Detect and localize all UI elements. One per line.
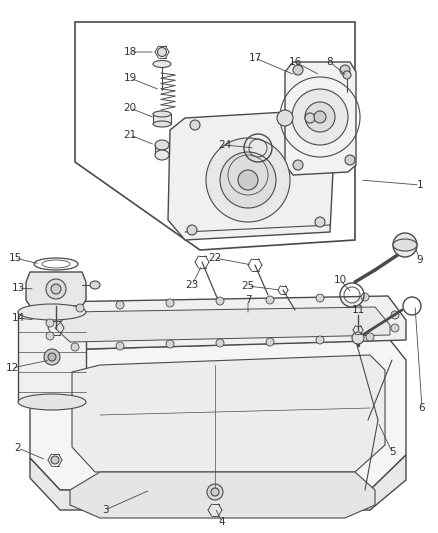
Text: 16: 16 (288, 57, 302, 67)
Ellipse shape (153, 111, 171, 117)
Text: 6: 6 (419, 403, 425, 413)
Circle shape (361, 293, 369, 301)
Circle shape (277, 110, 293, 126)
Circle shape (211, 488, 219, 496)
Circle shape (76, 304, 84, 312)
Text: 3: 3 (102, 505, 108, 515)
Text: 23: 23 (185, 280, 198, 290)
Polygon shape (72, 355, 385, 472)
Circle shape (158, 47, 166, 56)
Polygon shape (285, 62, 356, 175)
Text: 25: 25 (241, 281, 254, 291)
Polygon shape (75, 22, 355, 250)
Circle shape (292, 89, 348, 145)
Ellipse shape (153, 61, 171, 68)
Text: 21: 21 (124, 130, 137, 140)
Circle shape (314, 111, 326, 123)
Text: 17: 17 (248, 53, 261, 63)
Text: 7: 7 (245, 295, 251, 305)
Text: 22: 22 (208, 253, 222, 263)
Circle shape (293, 65, 303, 75)
Ellipse shape (18, 304, 86, 320)
Text: 12: 12 (5, 363, 19, 373)
Circle shape (266, 338, 274, 346)
Text: 18: 18 (124, 47, 137, 57)
Circle shape (216, 339, 224, 347)
Polygon shape (26, 272, 86, 306)
Polygon shape (30, 340, 406, 490)
Circle shape (46, 332, 54, 340)
Circle shape (366, 333, 374, 341)
Circle shape (305, 102, 335, 132)
Text: 9: 9 (417, 255, 423, 265)
Circle shape (166, 340, 174, 348)
Circle shape (266, 296, 274, 304)
Circle shape (48, 353, 56, 361)
Circle shape (207, 484, 223, 500)
Circle shape (238, 170, 258, 190)
Circle shape (51, 456, 59, 464)
Circle shape (46, 279, 66, 299)
Circle shape (51, 284, 61, 294)
Text: 20: 20 (124, 103, 137, 113)
Circle shape (391, 324, 399, 332)
Polygon shape (70, 472, 375, 518)
Ellipse shape (90, 281, 100, 289)
Circle shape (216, 297, 224, 305)
Ellipse shape (18, 394, 86, 410)
Ellipse shape (155, 150, 169, 160)
Circle shape (187, 225, 197, 235)
Circle shape (345, 155, 355, 165)
Text: 1: 1 (417, 180, 423, 190)
Text: 5: 5 (389, 447, 396, 457)
Circle shape (190, 120, 200, 130)
Polygon shape (18, 312, 86, 402)
Polygon shape (168, 110, 335, 240)
Circle shape (71, 343, 79, 351)
Circle shape (116, 342, 124, 350)
Text: 24: 24 (219, 140, 232, 150)
Circle shape (316, 336, 324, 344)
Circle shape (116, 301, 124, 309)
Circle shape (316, 294, 324, 302)
Circle shape (393, 233, 417, 257)
Text: 8: 8 (327, 57, 333, 67)
Ellipse shape (155, 140, 169, 150)
Ellipse shape (153, 121, 171, 127)
Text: 13: 13 (11, 283, 25, 293)
Circle shape (305, 113, 315, 123)
Polygon shape (30, 455, 406, 510)
Text: 11: 11 (351, 305, 364, 315)
Polygon shape (153, 114, 171, 124)
Circle shape (166, 299, 174, 307)
Text: 10: 10 (333, 275, 346, 285)
Circle shape (391, 311, 399, 319)
Polygon shape (30, 296, 406, 350)
Circle shape (293, 160, 303, 170)
Circle shape (315, 217, 325, 227)
Ellipse shape (393, 239, 417, 251)
Circle shape (46, 319, 54, 327)
Text: 14: 14 (11, 313, 25, 323)
Circle shape (352, 332, 364, 344)
Circle shape (340, 65, 350, 75)
Circle shape (206, 138, 290, 222)
Polygon shape (55, 307, 390, 342)
Circle shape (220, 152, 276, 208)
Text: 4: 4 (219, 517, 225, 527)
Circle shape (343, 71, 351, 79)
Text: 15: 15 (8, 253, 21, 263)
Text: 2: 2 (15, 443, 21, 453)
Text: 19: 19 (124, 73, 137, 83)
Circle shape (44, 349, 60, 365)
